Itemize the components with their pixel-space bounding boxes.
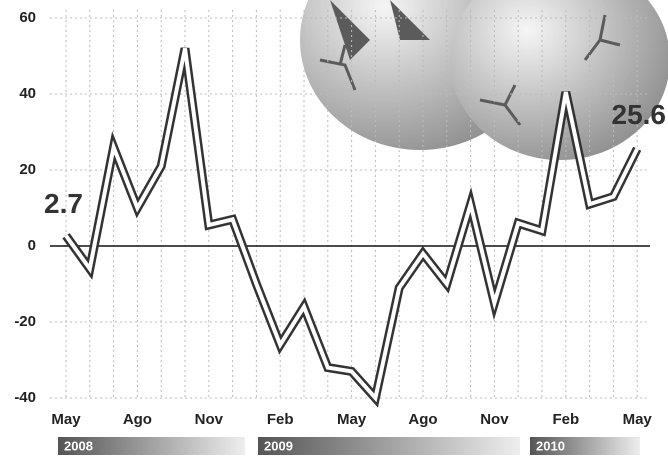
y-tick-label: 0	[28, 237, 36, 254]
y-tick-label: 60	[19, 9, 36, 26]
data-label: 25.6	[612, 99, 667, 130]
background-illustration	[300, 0, 668, 160]
y-tick-label: -40	[14, 389, 36, 406]
x-tick-label: May	[51, 411, 81, 428]
x-tick-label: Ago	[408, 411, 437, 428]
line-highlight	[64, 48, 639, 403]
x-tick-label: Feb	[267, 411, 294, 428]
y-tick-label: -20	[14, 313, 36, 330]
year-label: 2008	[64, 438, 93, 453]
year-band	[258, 437, 520, 455]
x-tick-label: Ago	[123, 411, 152, 428]
year-band	[530, 437, 640, 455]
year-band	[58, 437, 245, 455]
x-tick-label: May	[337, 411, 367, 428]
x-tick-label: Nov	[195, 411, 224, 428]
year-label: 2009	[264, 438, 293, 453]
y-tick-label: 40	[19, 85, 36, 102]
y-tick-label: 20	[19, 161, 36, 178]
year-label: 2010	[536, 438, 565, 453]
data-label: 2.7	[44, 188, 83, 219]
x-tick-label: Feb	[552, 411, 579, 428]
x-tick-label: May	[623, 411, 653, 428]
x-tick-label: Nov	[480, 411, 509, 428]
